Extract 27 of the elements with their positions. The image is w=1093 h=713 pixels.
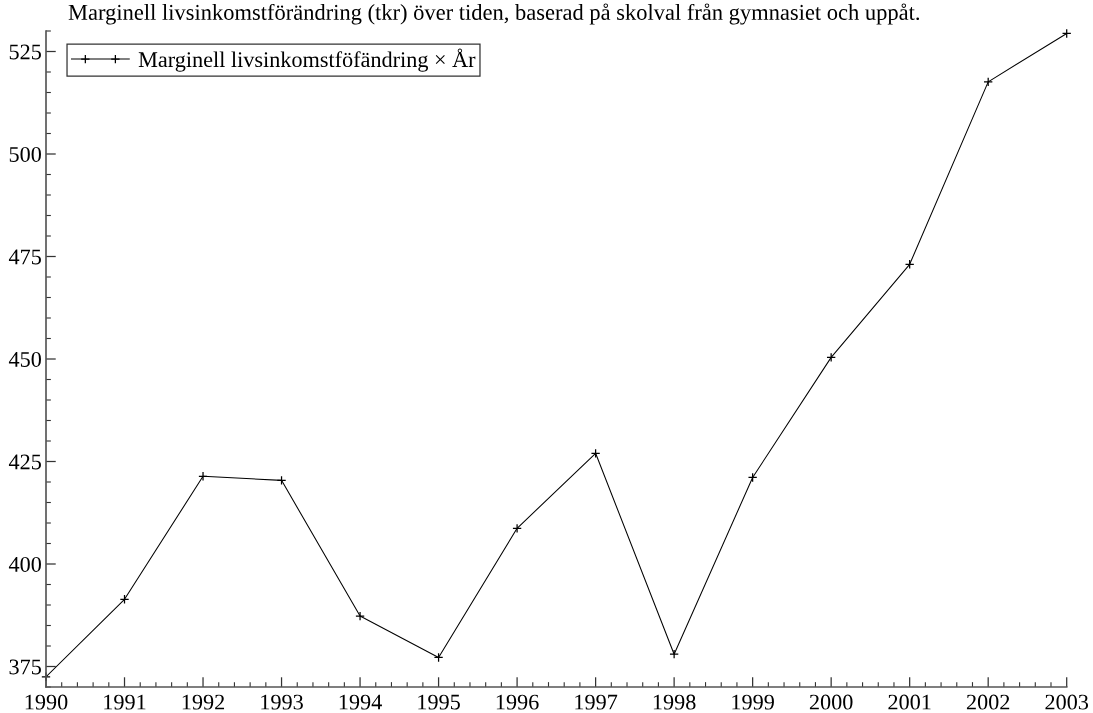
x-tick-label: 2002 <box>966 694 1010 710</box>
y-tick-label: 475 <box>8 249 41 265</box>
point <box>512 523 522 534</box>
x-tick-label: 1996 <box>496 694 539 710</box>
legend-label: Marginell livsinkomstföfändring × År <box>138 48 476 72</box>
x-tick-label: 1993 <box>261 694 303 710</box>
x-tick-label: 1995 <box>418 694 460 710</box>
y-tick-label: 400 <box>8 556 41 572</box>
x-tick-label: 2001 <box>888 694 931 710</box>
y-tick-label: 500 <box>9 146 41 162</box>
x-tick-label: 1994 <box>339 694 382 710</box>
y-tick-label: 450 <box>8 351 41 367</box>
x-tick-label: 2000 <box>809 694 853 710</box>
y-tick-label: 375 <box>9 659 41 675</box>
x-tick-label: 1997 <box>575 694 618 710</box>
y-tick-label: 425 <box>8 454 41 470</box>
x-tick-label: 1999 <box>732 694 774 710</box>
x-tick-label: 2003 <box>1045 694 1089 710</box>
x-tick-label: 1991 <box>104 694 146 710</box>
y-tick-label: 525 <box>9 44 41 60</box>
x-tick-label: 1992 <box>182 694 225 710</box>
point <box>198 471 208 482</box>
chart-title: Marginell livsinkomstförändring (tkr) över tiden, baserad på skolval från gymnasiet och uppåt. <box>68 3 920 25</box>
x-tick-label: 1990 <box>25 694 68 710</box>
point <box>669 649 679 659</box>
x-tick-label: 1998 <box>653 694 696 710</box>
point <box>355 611 365 621</box>
